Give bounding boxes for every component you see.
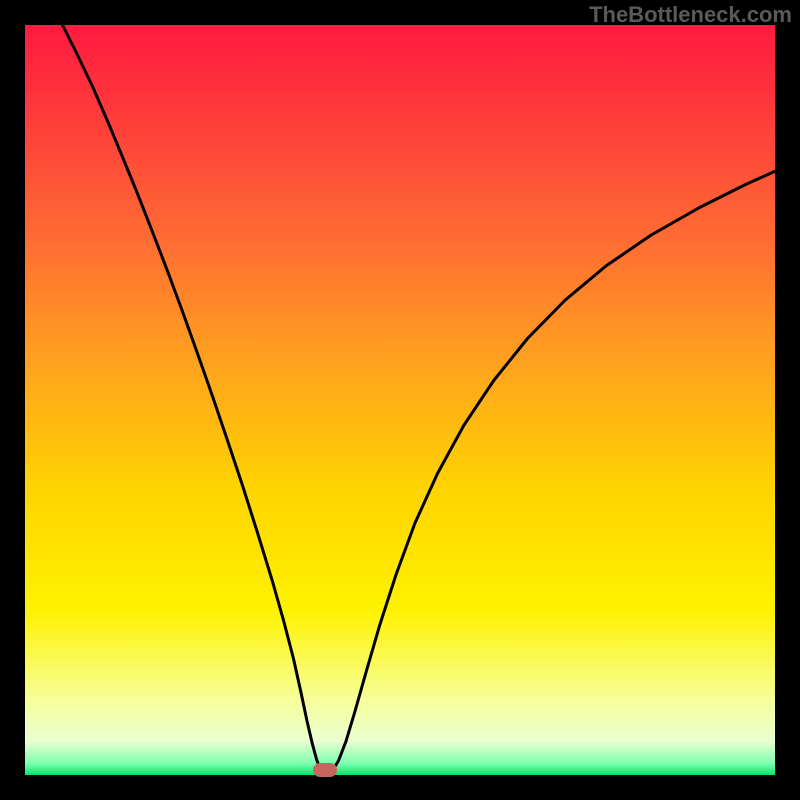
plot-area [25,25,775,775]
watermark-text: TheBottleneck.com [589,2,792,28]
bottleneck-marker [313,763,337,777]
chart-container: TheBottleneck.com [0,0,800,800]
bottleneck-curve [25,25,775,775]
